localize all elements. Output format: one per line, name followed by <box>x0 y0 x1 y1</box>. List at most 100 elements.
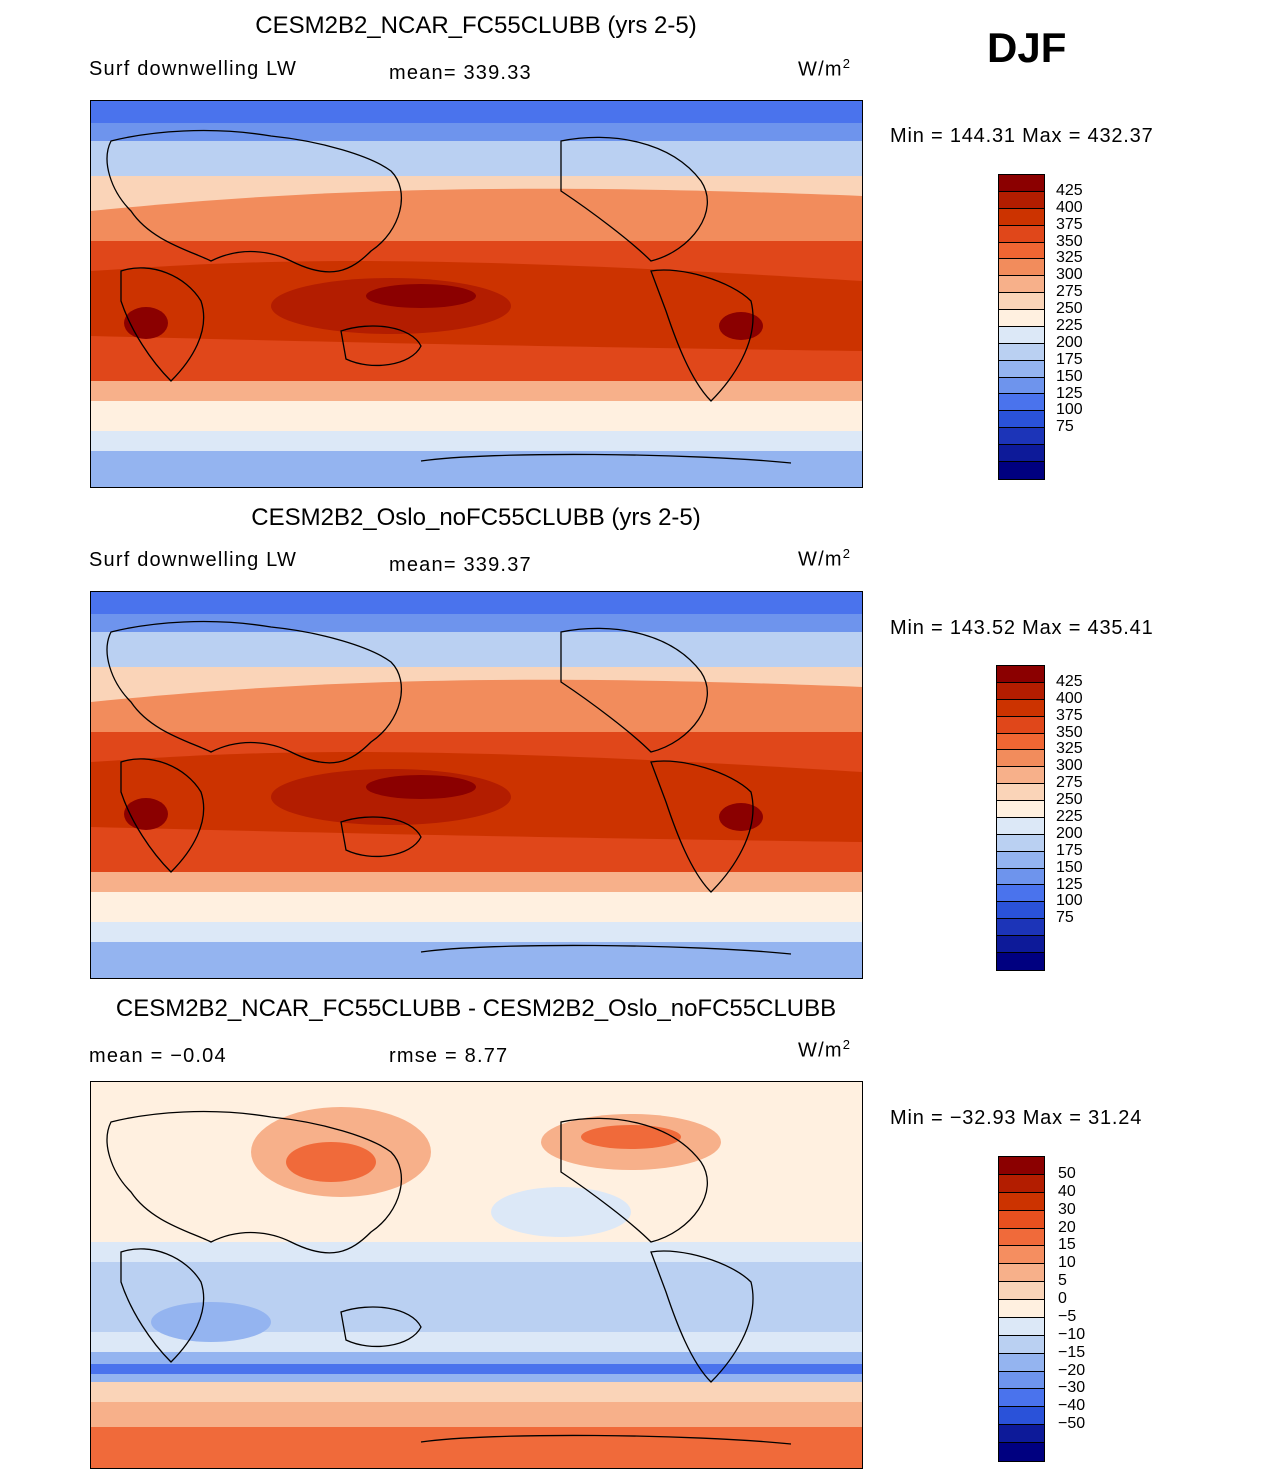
panel3-rmse: rmse = 8.77 <box>389 1045 509 1067</box>
colorbar-tick-label: −20 <box>1058 1361 1086 1379</box>
colorbar-swatch <box>997 784 1044 801</box>
colorbar-tick-label: 125 <box>1056 875 1083 893</box>
colorbar-tick-label: 50 <box>1058 1164 1076 1182</box>
colorbar-swatch <box>997 885 1044 903</box>
colorbar-swatch <box>997 767 1044 785</box>
colorbar-swatch <box>997 801 1044 818</box>
colorbar-swatch <box>997 834 1044 852</box>
colorbar-swatch <box>999 1246 1044 1265</box>
colorbar-tick-label: 175 <box>1056 350 1083 368</box>
panel1-minmax: Min = 144.31 Max = 432.37 <box>890 125 1154 147</box>
panel1-map <box>90 100 863 488</box>
colorbar-tick-label: 175 <box>1056 841 1083 859</box>
colorbar-swatch <box>999 1443 1044 1461</box>
panel2-colorbar <box>996 665 1045 971</box>
colorbar-tick-label: 425 <box>1056 672 1083 690</box>
colorbar-swatch <box>999 1335 1044 1354</box>
colorbar-tick-label: −15 <box>1058 1343 1086 1361</box>
panel3-colorbar <box>998 1156 1045 1462</box>
colorbar-tick-label: 225 <box>1056 317 1083 334</box>
colorbar-tick-label: 250 <box>1056 300 1083 318</box>
colorbar-swatch <box>999 360 1044 378</box>
colorbar-swatch <box>999 175 1044 192</box>
panel3-mean: mean = −0.04 <box>89 1045 227 1067</box>
colorbar-swatch <box>997 733 1044 751</box>
colorbar-tick-label: 400 <box>1056 689 1083 707</box>
panel1-mean: mean= 339.33 <box>389 62 532 84</box>
colorbar-swatch <box>997 952 1044 970</box>
panel2-map <box>90 591 863 979</box>
colorbar-swatch <box>997 750 1044 768</box>
colorbar-tick-label: 75 <box>1056 909 1074 927</box>
colorbar-tick-label: 15 <box>1058 1236 1076 1254</box>
panel1-variable: Surf downwelling LW <box>89 58 298 80</box>
panel2-variable: Surf downwelling LW <box>89 549 298 571</box>
colorbar-swatch <box>999 293 1044 310</box>
colorbar-swatch <box>997 902 1044 920</box>
colorbar-swatch <box>999 326 1044 344</box>
colorbar-swatch <box>999 1228 1044 1247</box>
colorbar-tick-label: 375 <box>1056 215 1083 233</box>
panel3-units: W/m2 <box>798 1037 852 1062</box>
colorbar-swatch <box>999 208 1044 226</box>
colorbar-tick-label: 100 <box>1056 892 1083 910</box>
colorbar-swatch <box>999 310 1044 327</box>
colorbar-tick-label: 350 <box>1056 232 1083 250</box>
colorbar-tick-label: 275 <box>1056 283 1083 301</box>
colorbar-tick-label: 150 <box>1056 858 1083 876</box>
colorbar-tick-label: 30 <box>1058 1200 1076 1218</box>
colorbar-tick-label: 200 <box>1056 824 1083 842</box>
colorbar-swatch <box>999 1317 1044 1336</box>
panel2-units: W/m2 <box>798 546 852 571</box>
colorbar-tick-label: 425 <box>1056 181 1083 199</box>
panel2-minmax: Min = 143.52 Max = 435.41 <box>890 617 1154 639</box>
colorbar-swatch <box>999 411 1044 429</box>
colorbar-tick-label: 325 <box>1056 249 1083 267</box>
panel2-title: CESM2B2_Oslo_noFC55CLUBB (yrs 2-5) <box>251 504 701 531</box>
colorbar-tick-label: 10 <box>1058 1254 1076 1272</box>
colorbar-tick-label: 225 <box>1056 808 1083 825</box>
colorbar-tick-label: 275 <box>1056 774 1083 792</box>
colorbar-swatch <box>999 259 1044 277</box>
colorbar-swatch <box>997 936 1044 953</box>
colorbar-swatch <box>999 1300 1044 1318</box>
colorbar-swatch <box>999 242 1044 260</box>
colorbar-swatch <box>999 428 1044 445</box>
colorbar-swatch <box>997 919 1044 936</box>
colorbar-tick-label: 100 <box>1056 401 1083 419</box>
colorbar-swatch <box>997 682 1044 700</box>
colorbar-tick-label: 200 <box>1056 333 1083 351</box>
colorbar-swatch <box>999 1282 1044 1300</box>
colorbar-swatch <box>999 343 1044 361</box>
panel3-minmax: Min = −32.93 Max = 31.24 <box>890 1107 1143 1129</box>
colorbar-tick-label: 20 <box>1058 1218 1076 1236</box>
colorbar-swatch <box>999 1425 1044 1443</box>
colorbar-swatch <box>999 394 1044 412</box>
colorbar-swatch <box>999 1371 1044 1390</box>
colorbar-tick-label: 5 <box>1058 1272 1067 1290</box>
colorbar-tick-label: 125 <box>1056 384 1083 402</box>
colorbar-tick-label: 250 <box>1056 791 1083 809</box>
colorbar-tick-label: 300 <box>1056 266 1083 284</box>
colorbar-swatch <box>999 1174 1044 1193</box>
colorbar-tick-label: 75 <box>1056 418 1074 436</box>
colorbar-swatch <box>999 1210 1044 1229</box>
colorbar-tick-label: 0 <box>1058 1290 1067 1308</box>
panel1-units: W/m2 <box>798 56 852 81</box>
colorbar-swatch <box>997 699 1044 717</box>
colorbar-swatch <box>999 1157 1044 1175</box>
colorbar-swatch <box>999 1353 1044 1372</box>
colorbar-tick-label: 375 <box>1056 706 1083 724</box>
colorbar-swatch <box>997 851 1044 869</box>
colorbar-swatch <box>999 1407 1044 1426</box>
panel2-mean: mean= 339.37 <box>389 554 532 576</box>
colorbar-swatch <box>997 716 1044 734</box>
colorbar-tick-label: −30 <box>1058 1379 1086 1397</box>
colorbar-tick-label: −50 <box>1058 1415 1086 1433</box>
colorbar-tick-label: 300 <box>1056 757 1083 775</box>
colorbar-swatch <box>997 817 1044 835</box>
colorbar-swatch <box>999 191 1044 209</box>
colorbar-swatch <box>999 461 1044 479</box>
colorbar-swatch <box>999 225 1044 243</box>
colorbar-tick-label: 150 <box>1056 367 1083 385</box>
